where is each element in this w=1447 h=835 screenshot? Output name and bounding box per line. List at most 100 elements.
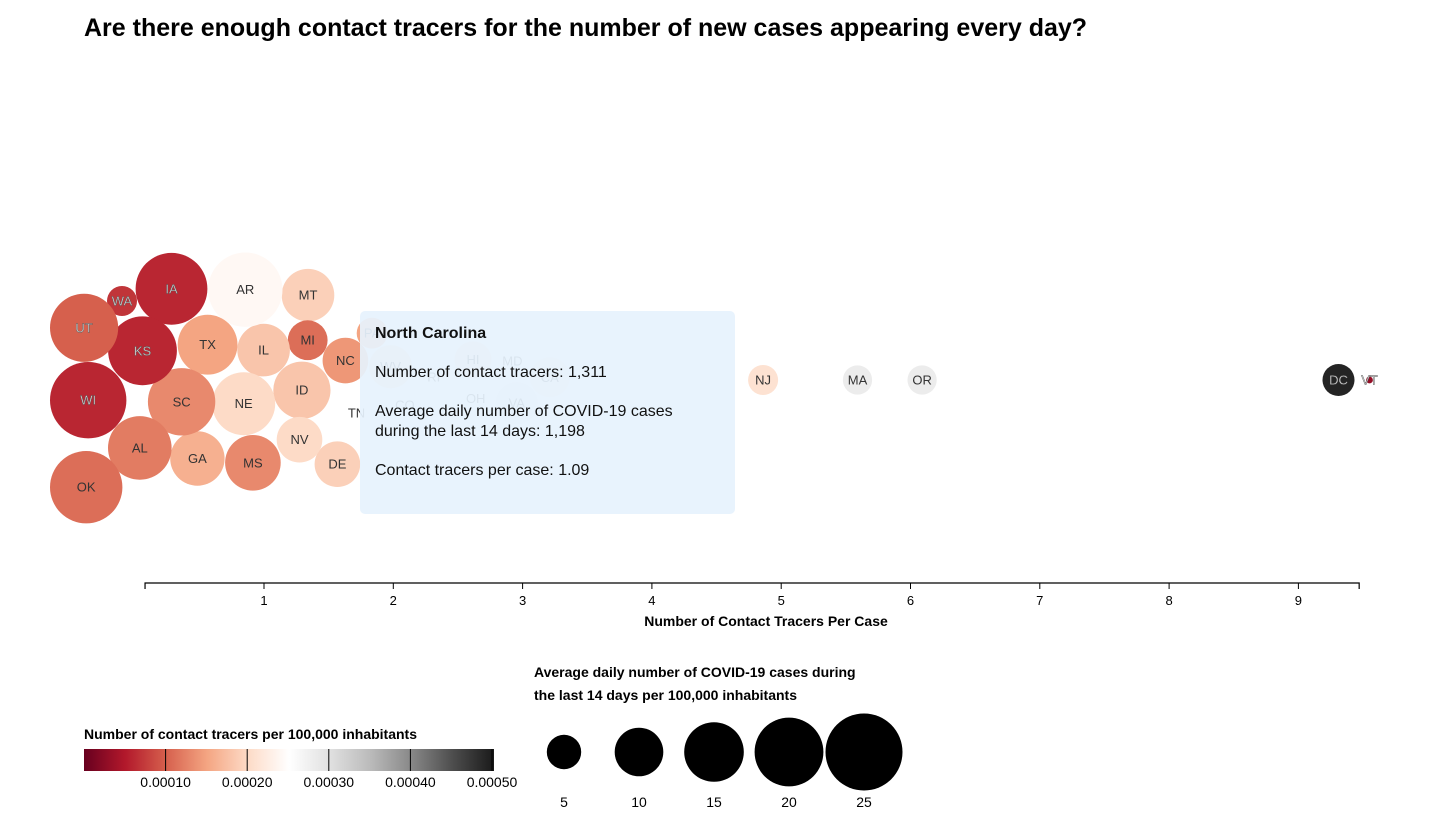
size-legend-label: 5 — [560, 794, 568, 810]
color-legend-title: Number of contact tracers per 100,000 in… — [84, 726, 417, 742]
size-legend-title-line2: the last 14 days per 100,000 inhabitants — [534, 687, 797, 703]
x-tick-label: 2 — [390, 593, 397, 608]
tooltip-ratio: Contact tracers per case: 1.09 — [375, 462, 590, 479]
bubble-circle[interactable] — [1322, 364, 1355, 396]
bubble-label: UT — [75, 320, 92, 335]
bubble-vt[interactable]: VT — [1361, 372, 1378, 388]
bubble-de[interactable]: DE — [314, 441, 361, 488]
bubble-ok[interactable]: OK — [49, 451, 123, 524]
bubble-label: TX — [199, 337, 216, 352]
bubble-dc[interactable]: DC — [1322, 364, 1355, 396]
bubble-nv[interactable]: NV — [276, 416, 323, 463]
bubble-label: SC — [173, 394, 191, 409]
bubble-label: IA — [165, 281, 178, 296]
x-tick-label: 3 — [519, 593, 526, 608]
x-tick-label: 4 — [648, 593, 655, 608]
bubble-ms[interactable]: MS — [225, 435, 281, 491]
bubble-label: NE — [235, 396, 253, 411]
x-axis-title: Number of Contact Tracers Per Case — [644, 613, 888, 629]
bubble-circle[interactable] — [208, 252, 283, 327]
tooltip-cases-line2: during the last 14 days: 1,198 — [375, 423, 585, 440]
bubble-label: GA — [188, 451, 207, 466]
color-legend-tick-label: 0.00010 — [140, 774, 191, 790]
x-tick-label: 8 — [1165, 593, 1172, 608]
bubble-circle[interactable] — [322, 337, 369, 384]
bubble-label: NJ — [755, 373, 771, 388]
bubble-circle[interactable] — [276, 416, 323, 463]
bubble-label: NV — [290, 432, 308, 447]
bubble-label: AL — [132, 440, 148, 455]
bubble-label: OK — [77, 480, 96, 495]
bubble-circle[interactable] — [748, 365, 779, 395]
bubble-label: MT — [299, 288, 318, 303]
bubble-label: VT — [1361, 373, 1378, 388]
bubble-label: ID — [295, 383, 308, 398]
bubble-circle[interactable] — [842, 365, 873, 395]
bubble-label: AR — [236, 282, 254, 297]
bubble-wa[interactable]: WA — [107, 286, 137, 316]
bubble-tx[interactable]: TX — [177, 314, 238, 375]
bubble-label: DE — [328, 457, 346, 472]
bubble-ar[interactable]: AR — [208, 252, 283, 327]
bubble-ks[interactable]: KS — [108, 316, 177, 386]
color-legend-ticks: 0.00010 0.00020 0.00030 0.00040 0.00050 — [140, 749, 518, 790]
bubble-ma[interactable]: MA — [842, 365, 873, 395]
bubble-label: KS — [134, 343, 152, 358]
bubble-circle[interactable] — [49, 451, 123, 524]
bubble-il[interactable]: IL — [237, 323, 290, 377]
bubble-mi[interactable]: MI — [287, 320, 328, 361]
tooltip-title: North Carolina — [375, 325, 487, 342]
color-legend-gradient-bar — [84, 749, 494, 771]
x-tick-label: 1 — [260, 593, 267, 608]
bubble-circle[interactable] — [108, 316, 177, 386]
bubble-label: WA — [112, 294, 133, 309]
bubble-circle[interactable] — [1366, 376, 1373, 384]
bubble-circle[interactable] — [314, 441, 361, 488]
bubble-nc[interactable]: NC — [322, 337, 369, 384]
bubble-circle[interactable] — [177, 314, 238, 375]
bubble-nj[interactable]: NJ — [748, 365, 779, 395]
size-legend: Average daily number of COVID-19 cases d… — [534, 664, 903, 810]
bubble-label: DC — [1329, 373, 1348, 388]
bubble-circle[interactable] — [212, 372, 276, 436]
bubble-mt[interactable]: MT — [281, 268, 335, 322]
bubble-circle[interactable] — [135, 252, 208, 325]
bubble-circle[interactable] — [49, 362, 127, 439]
bubble-circle[interactable] — [50, 293, 119, 362]
bubble-or[interactable]: OR — [907, 365, 937, 395]
size-legend-label: 15 — [706, 794, 722, 810]
bubble-circle[interactable] — [225, 435, 281, 491]
chart-title: Are there enough contact tracers for the… — [84, 14, 1088, 42]
x-tick-label: 7 — [1036, 593, 1043, 608]
bubble-circle[interactable] — [107, 286, 137, 316]
bubble-ne[interactable]: NE — [212, 372, 276, 436]
bubble-circle[interactable] — [281, 268, 335, 322]
color-legend-tick-label: 0.00020 — [222, 774, 273, 790]
bubble-wi[interactable]: WI — [49, 362, 127, 439]
color-legend-tick-label: 0.00030 — [303, 774, 354, 790]
size-legend-circle — [684, 722, 744, 782]
bubble-circle[interactable] — [273, 361, 331, 419]
bubble-ga[interactable]: GA — [170, 431, 225, 486]
bubble-sc[interactable]: SC — [147, 368, 216, 436]
bubble-circle[interactable] — [907, 365, 937, 395]
bubble-label: MI — [300, 333, 314, 348]
bubble-circle[interactable] — [147, 368, 216, 436]
bubble-label: MS — [243, 455, 263, 470]
bubble-label: NC — [336, 353, 355, 368]
bubble-circle[interactable] — [108, 416, 172, 480]
bubble-ut[interactable]: UT — [50, 293, 119, 362]
tooltip: North Carolina Number of contact tracers… — [360, 311, 735, 514]
bubble-al[interactable]: AL — [108, 416, 172, 480]
bubble-circle[interactable] — [170, 431, 225, 486]
bubble-label: MA — [848, 373, 868, 388]
bubble-label: IL — [258, 343, 269, 358]
bubble-circle[interactable] — [287, 320, 328, 361]
bubble-id[interactable]: ID — [273, 361, 331, 419]
size-legend-items: 5 10 15 20 25 — [546, 713, 903, 810]
size-legend-title-line1: Average daily number of COVID-19 cases d… — [534, 664, 856, 680]
size-legend-circle — [754, 717, 824, 787]
color-legend: Number of contact tracers per 100,000 in… — [84, 726, 518, 790]
bubble-ia[interactable]: IA — [135, 252, 208, 325]
bubble-circle[interactable] — [237, 323, 290, 377]
